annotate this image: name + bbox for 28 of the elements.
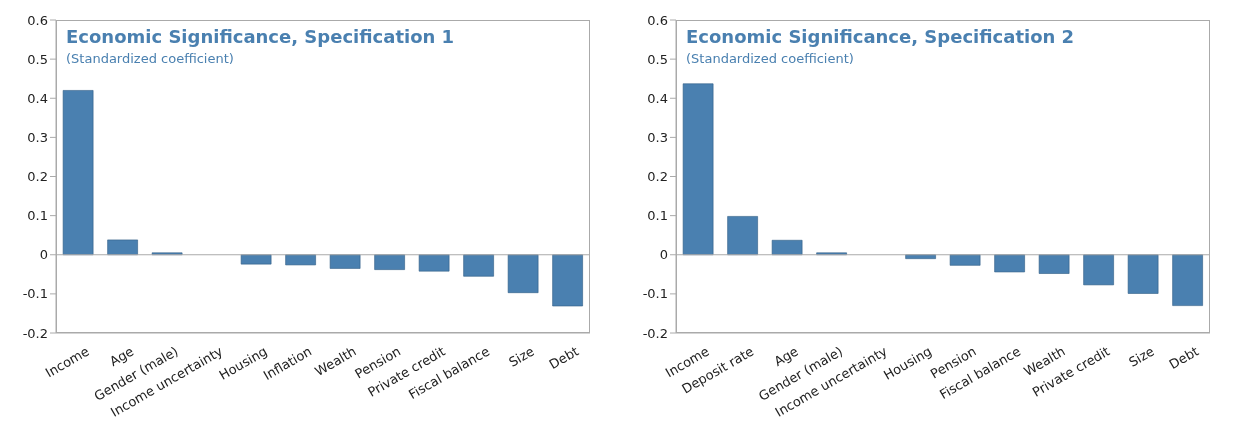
x-tick-label: Age [106,343,137,370]
chart-title: Economic Significance, Specification 2 [686,26,1075,47]
y-tick-label: 0.2 [647,169,668,185]
x-tick-label: Debt [1166,343,1202,373]
x-tick-label: Size [506,343,537,370]
text: (Standardized coefficient) [66,51,235,66]
y-tick-label: 0.3 [647,129,668,145]
y-tick-label: 0.4 [647,90,668,106]
y-tick-label: -0.2 [22,325,48,341]
y-tick-label: 0.4 [27,90,48,106]
y-tick-label: 0.1 [647,208,668,224]
y-tick-label: 0 [659,247,668,263]
x-tick-label: Size [1126,343,1157,370]
y-tick-label: -0.1 [22,286,48,302]
chart-title: Economic Significance, Specification 1 [66,26,455,47]
y-tick-label: 0.5 [647,51,668,67]
y-tick-label: -0.2 [642,325,668,341]
x-tick-label: Age [771,343,801,370]
x-tick-label: Debt [546,343,582,373]
text: (Standardized coefficient) [686,51,855,66]
y-tick-label: 0.1 [27,208,48,224]
y-tick-label: 0.3 [27,129,48,145]
y-tick-label: 0.2 [27,169,48,185]
y-tick-label: -0.1 [642,286,668,302]
y-tick-label: 0.6 [647,12,668,28]
y-tick-label: 0.5 [27,51,48,67]
y-tick-label: 0.6 [27,12,48,28]
y-tick-label: 0 [39,247,48,263]
